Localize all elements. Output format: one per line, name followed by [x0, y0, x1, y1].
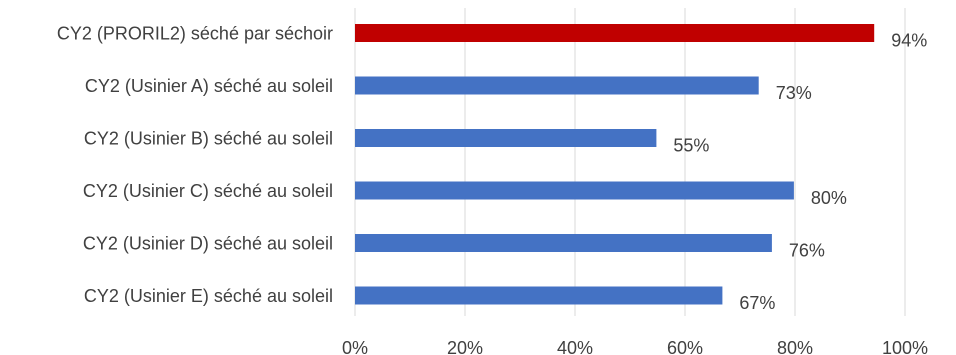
- data-label: 55%: [673, 136, 709, 156]
- category-label: CY2 (Usinier B) séché au soleil: [84, 129, 333, 149]
- bar: [355, 234, 772, 252]
- category-labels: CY2 (PRORIL2) séché par séchoir CY2 (Usin…: [57, 24, 333, 307]
- category-label: CY2 (PRORIL2) séché par séchoir: [57, 24, 333, 44]
- x-tick-label: 20%: [447, 338, 483, 355]
- gridlines: [354, 8, 906, 316]
- x-tick-label: 0%: [342, 338, 368, 355]
- bar: [355, 76, 759, 95]
- data-label: 80%: [811, 188, 847, 208]
- data-label: 76%: [789, 241, 825, 261]
- x-tick-label: 80%: [777, 338, 813, 355]
- bar: [355, 129, 657, 147]
- bar: [355, 286, 723, 305]
- data-label: 67%: [739, 293, 775, 313]
- x-tick-label: 60%: [667, 338, 703, 355]
- data-label: 73%: [776, 83, 812, 103]
- bars: [355, 24, 875, 305]
- x-tick-label: 100%: [882, 338, 928, 355]
- x-tick-label: 40%: [557, 338, 593, 355]
- category-label: CY2 (Usinier E) séché au soleil: [84, 286, 333, 306]
- category-label: CY2 (Usinier C) séché au soleil: [83, 181, 333, 201]
- x-axis-ticks: 0% 20% 40% 60% 80% 100%: [342, 338, 928, 355]
- category-label: CY2 (Usinier A) séché au soleil: [85, 76, 333, 96]
- value-labels: 94% 73% 55% 80% 76% 67%: [673, 31, 927, 314]
- data-label: 94%: [891, 31, 927, 51]
- bar: [355, 181, 794, 200]
- bar: [355, 24, 875, 42]
- category-label: CY2 (Usinier D) séché au soleil: [83, 234, 333, 254]
